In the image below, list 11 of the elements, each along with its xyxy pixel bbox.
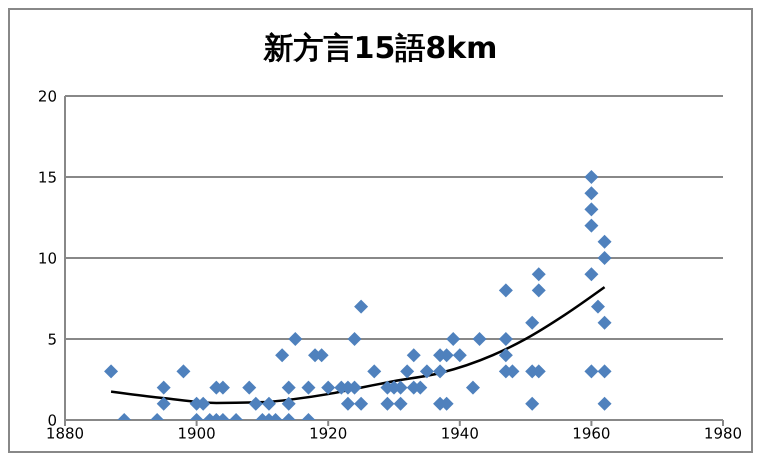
y-tick-label: 5 (47, 330, 57, 348)
x-tick-label: 1880 (46, 424, 84, 443)
x-tick-label: 1960 (572, 424, 610, 443)
y-tick-label: 20 (38, 87, 57, 106)
x-tick-label: 1900 (178, 424, 216, 443)
y-tick-label: 15 (38, 168, 57, 186)
y-tick-label: 10 (38, 249, 57, 268)
x-tick-label: 1920 (309, 424, 348, 443)
chart-title: 新方言15語8km (262, 30, 498, 68)
x-tick-label: 1940 (440, 424, 479, 443)
x-tick-label: 1980 (704, 424, 742, 443)
